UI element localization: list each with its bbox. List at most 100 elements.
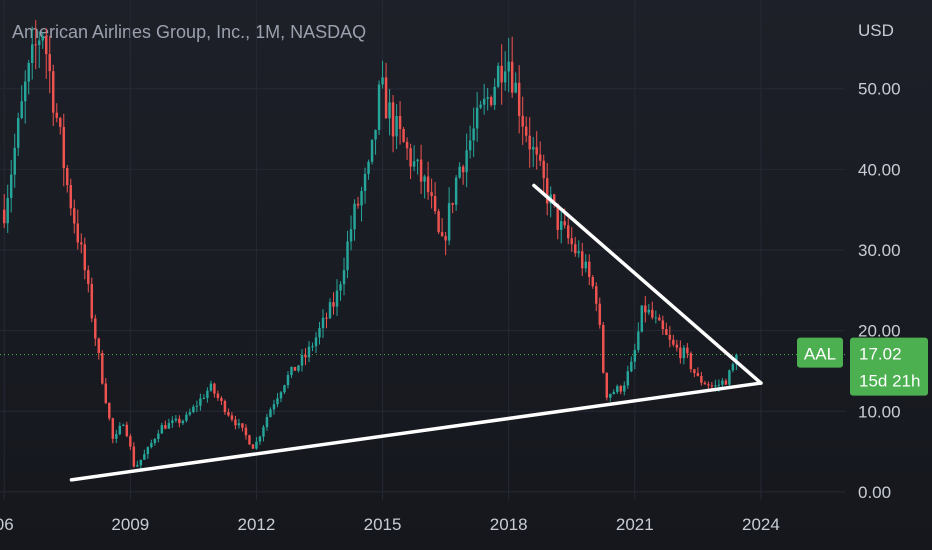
candle-body-135 <box>475 107 479 129</box>
candle-body-12 <box>45 36 48 55</box>
candle-body-145 <box>510 61 514 93</box>
candle-body-67 <box>237 423 241 426</box>
candle-body-201 <box>707 384 710 386</box>
candle-body-0 <box>2 209 6 224</box>
candle-body-131 <box>461 166 465 173</box>
candle-body-33 <box>118 425 122 435</box>
candle-body-90 <box>318 328 321 338</box>
candle-body-29 <box>104 383 108 403</box>
candle-body-3 <box>13 147 16 175</box>
candle-body-53 <box>188 412 192 415</box>
x-tick-label-1: 2009 <box>111 515 149 534</box>
candle-body-166 <box>584 261 587 269</box>
candle-body-32 <box>115 434 118 439</box>
candle-body-40 <box>143 454 146 460</box>
candle-body-189 <box>665 329 668 335</box>
symbol-badge <box>797 337 843 368</box>
candle-body-27 <box>97 338 101 354</box>
candle-body-65 <box>230 415 234 420</box>
candle-body-130 <box>458 166 461 178</box>
y-tick-label-5: 50.00 <box>858 80 901 99</box>
candle-body-82 <box>290 366 293 375</box>
candle-body-155 <box>545 178 549 204</box>
grid-lines <box>0 0 845 500</box>
candle-body-56 <box>199 398 202 406</box>
candle-body-93 <box>328 302 332 319</box>
candle-body-114 <box>402 129 405 142</box>
candle-body-6 <box>23 81 27 102</box>
trendline-support <box>69 381 763 482</box>
candle-body-203 <box>714 385 717 387</box>
candle-body-175 <box>616 386 619 393</box>
candle-body-154 <box>542 160 545 179</box>
candle-body-111 <box>391 102 395 137</box>
candle-body-1 <box>6 197 9 224</box>
candle-body-188 <box>661 320 665 330</box>
candle-body-28 <box>101 353 104 384</box>
y-tick-label-0: 0.00 <box>858 483 891 502</box>
candle-body-63 <box>223 401 227 413</box>
candle-body-72 <box>255 441 258 449</box>
candle-body-78 <box>276 398 279 405</box>
price-badge: AAL 17.02 15d 21h <box>797 337 928 396</box>
candle-body-80 <box>283 385 286 393</box>
candle-body-158 <box>556 203 559 230</box>
candle-body-75 <box>265 417 269 428</box>
candle-body-10 <box>38 40 41 46</box>
candle-body-88 <box>311 346 314 348</box>
candle-body-108 <box>381 77 384 85</box>
candle-body-98 <box>346 241 349 271</box>
candle-body-205 <box>721 380 724 385</box>
candle-body-171 <box>602 324 605 373</box>
candle-body-120 <box>423 176 426 182</box>
x-tick-label-3: 2015 <box>364 515 402 534</box>
candle-body-91 <box>321 317 325 329</box>
candle-body-194 <box>682 347 686 359</box>
candle-body-113 <box>398 115 402 130</box>
candle-body-118 <box>416 159 419 162</box>
candle-body-61 <box>216 393 220 398</box>
candle-body-151 <box>531 147 535 150</box>
candle-body-115 <box>405 141 409 149</box>
candle-body-100 <box>353 203 356 230</box>
trendline-resistance <box>532 183 763 385</box>
candle-body-97 <box>342 270 346 285</box>
candle-body-89 <box>314 337 318 347</box>
candle-body-45 <box>160 425 164 434</box>
candle-body-209 <box>735 354 738 365</box>
candle-body-119 <box>419 159 423 182</box>
candle-body-96 <box>339 284 342 291</box>
candle-body-109 <box>384 77 388 119</box>
candle-body-35 <box>125 424 129 437</box>
candle-body-95 <box>335 290 339 307</box>
candle-body-152 <box>535 147 538 155</box>
candle-body-47 <box>167 423 171 429</box>
candle-body-52 <box>185 414 188 421</box>
candle-body-178 <box>626 371 630 386</box>
candle-body-50 <box>178 418 181 424</box>
candle-body-168 <box>591 276 594 287</box>
candle-body-153 <box>538 154 542 161</box>
candle-body-101 <box>356 203 360 206</box>
candle-body-58 <box>206 390 209 398</box>
candle-body-46 <box>164 425 167 429</box>
candle-body-17 <box>62 126 65 169</box>
y-tick-label-4: 40.00 <box>858 160 901 179</box>
candle-body-170 <box>598 303 601 325</box>
candle-body-73 <box>258 436 262 442</box>
candle-body-36 <box>129 436 132 447</box>
y-tick-label-1: 10.00 <box>858 402 901 421</box>
candle-body-16 <box>59 117 62 127</box>
last-price-badge <box>850 337 928 396</box>
candle-body-103 <box>363 173 367 191</box>
candle-body-87 <box>307 346 311 358</box>
candle-body-83 <box>293 366 297 371</box>
x-tick-label-0: 06 <box>0 515 14 534</box>
candle-body-200 <box>703 382 707 385</box>
candle-body-190 <box>668 334 672 340</box>
candle-body-141 <box>496 65 500 87</box>
candle-body-43 <box>153 438 157 444</box>
candle-body-138 <box>486 97 489 99</box>
